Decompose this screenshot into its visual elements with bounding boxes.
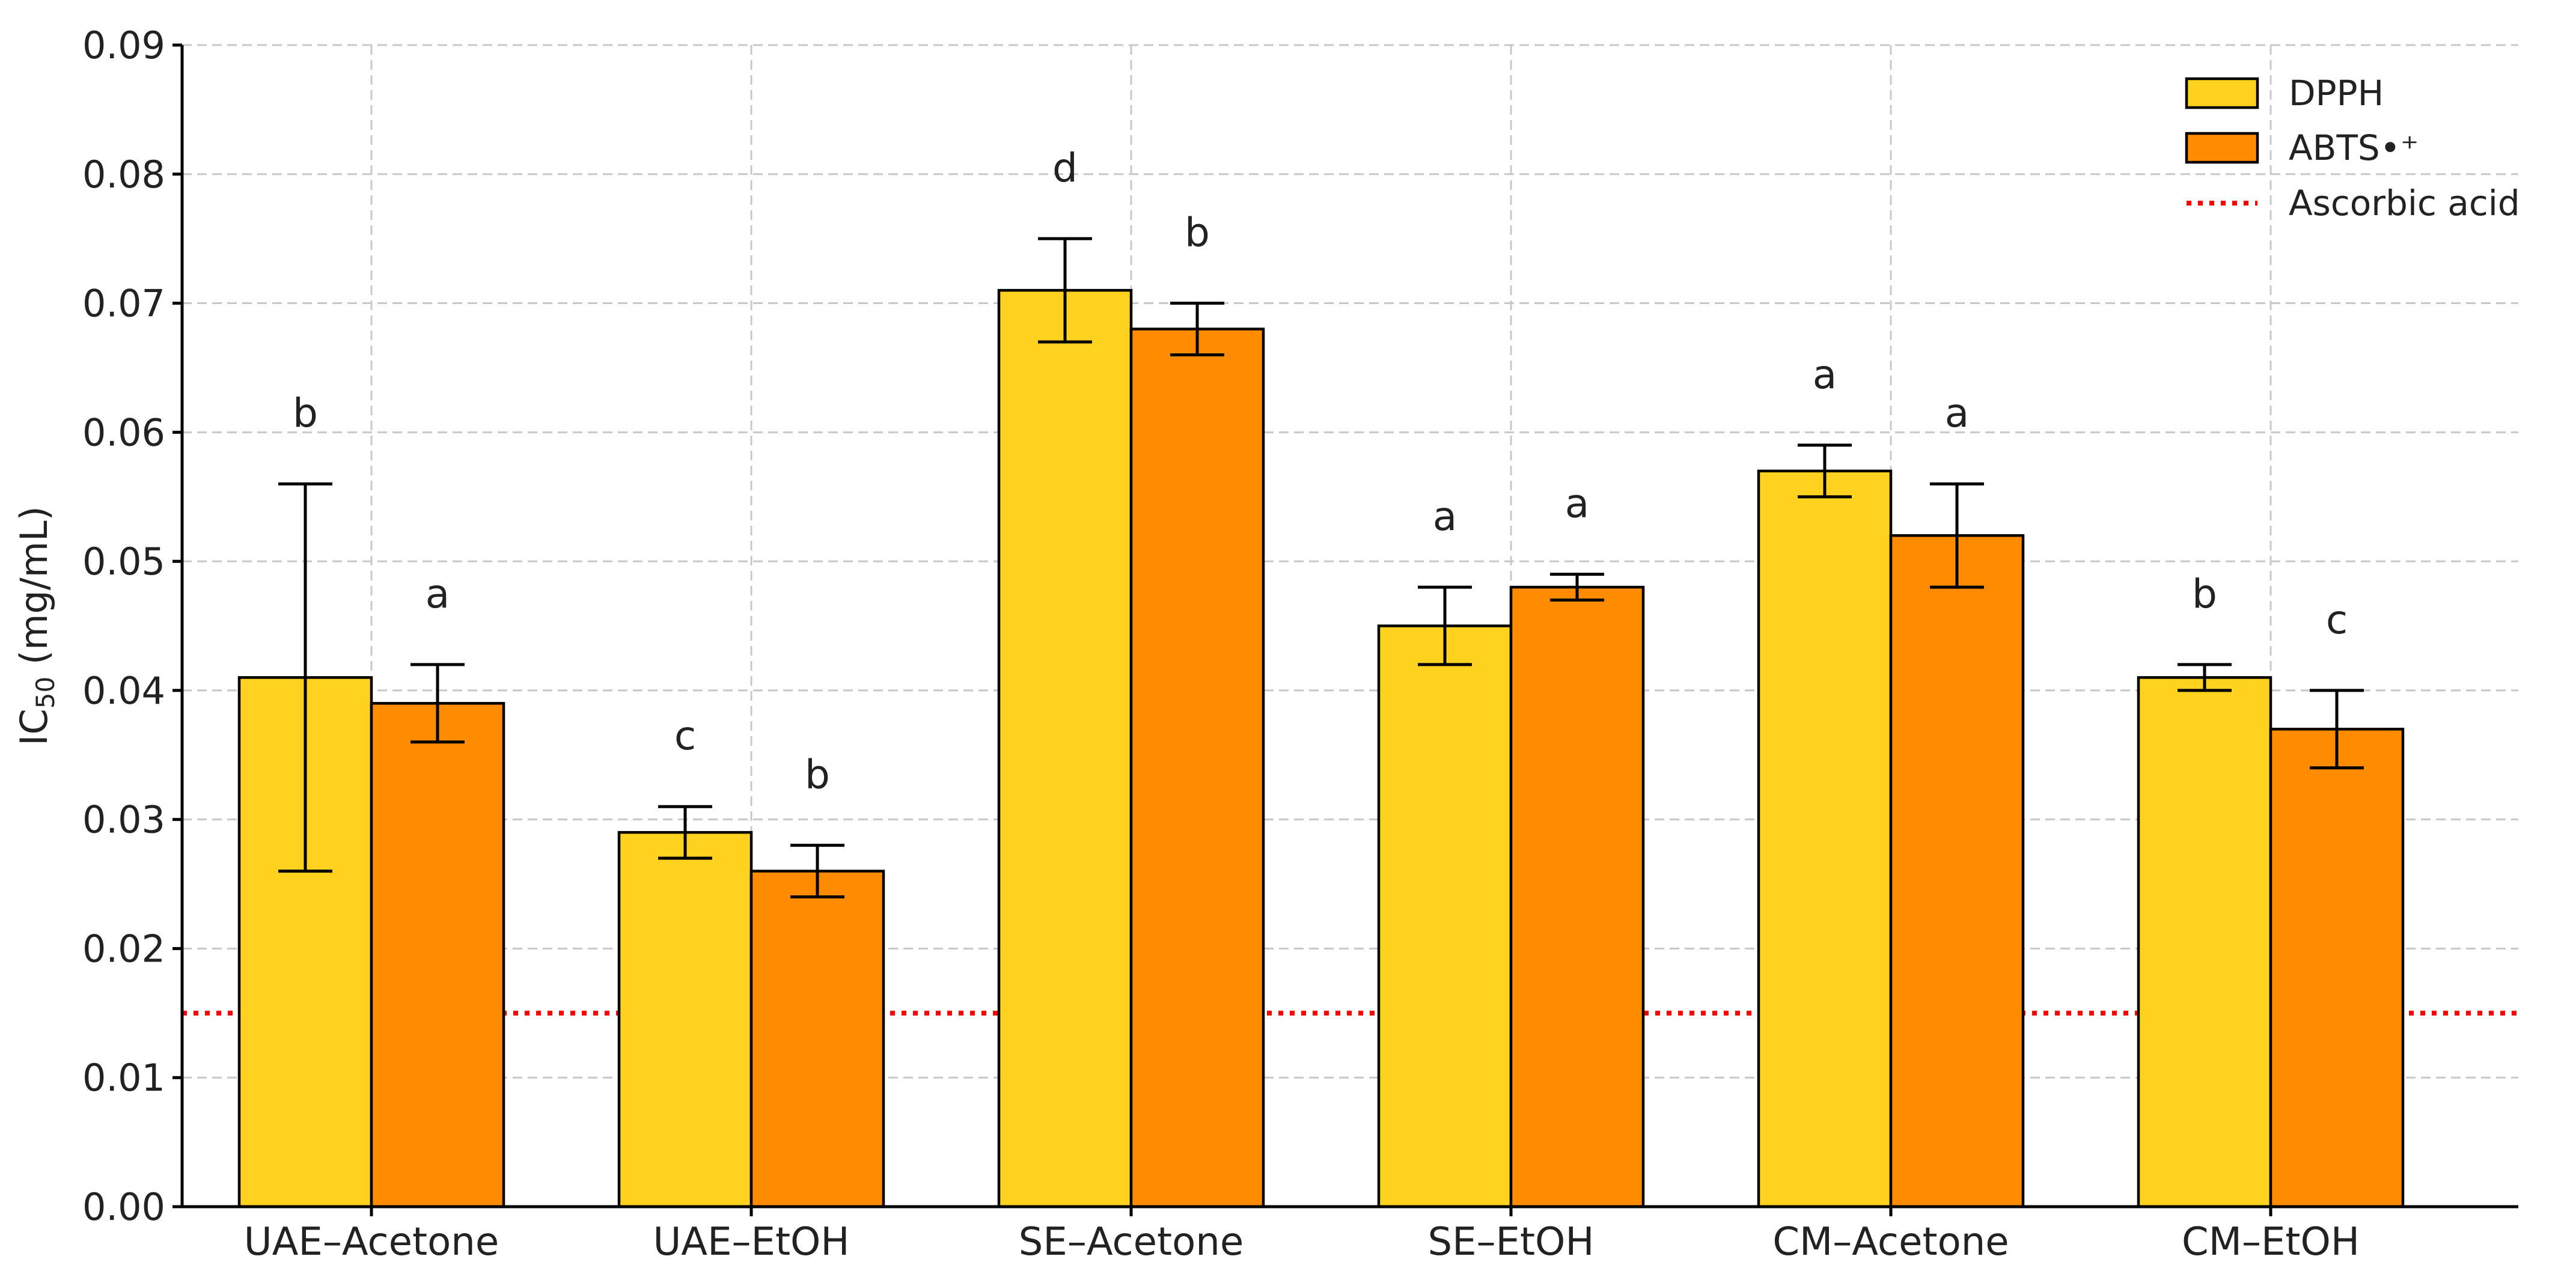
significance-letter: b xyxy=(1185,210,1210,256)
bar-dpph xyxy=(617,830,753,1208)
x-tick-label: CM–Acetone xyxy=(1772,1220,2009,1264)
y-tick-label: 0.00 xyxy=(82,1185,165,1229)
significance-letter: b xyxy=(293,390,318,436)
bar-dpph xyxy=(1377,624,1513,1208)
bar-abts xyxy=(1889,534,2025,1208)
significance-letter: c xyxy=(674,713,696,759)
y-tick-label: 0.05 xyxy=(82,540,165,584)
bar-dpph xyxy=(2137,676,2272,1208)
y-tick-label: 0.07 xyxy=(82,282,165,326)
bar-abts xyxy=(1129,328,1265,1208)
x-tick-label: UAE–Acetone xyxy=(244,1220,499,1264)
significance-letter: d xyxy=(1052,145,1078,191)
y-tick-label: 0.04 xyxy=(82,669,165,713)
y-tick-label: 0.02 xyxy=(82,927,165,971)
significance-letter: c xyxy=(2326,597,2348,643)
legend-label-dpph: DPPH xyxy=(2289,73,2384,114)
bars xyxy=(237,288,2405,1208)
y-tick-label: 0.03 xyxy=(82,798,165,842)
significance-letter: a xyxy=(1813,352,1837,398)
bar-dpph xyxy=(1757,469,1893,1208)
bar-abts xyxy=(370,702,505,1208)
significance-letter: a xyxy=(1433,493,1457,540)
y-axis-title-subscript: 50 xyxy=(31,677,60,709)
significance-letter: a xyxy=(1945,390,1969,436)
y-tick-label: 0.01 xyxy=(82,1056,165,1100)
x-tick-label: CM–EtOH xyxy=(2182,1220,2360,1264)
legend-label-ascorbic-acid: Ascorbic acid xyxy=(2289,183,2520,224)
legend-swatch-abts xyxy=(2185,132,2259,164)
axes xyxy=(172,43,2518,1216)
legend-label-abts: ABTS•⁺ xyxy=(2289,127,2419,168)
significance-letter: a xyxy=(426,571,450,617)
labels: 0.00 0.01 0.02 0.03 0.04 0.05 0.06 0.07 0.08 0.09… xyxy=(12,23,2360,1264)
bar-dpph xyxy=(997,288,1133,1208)
y-tick-label: 0.06 xyxy=(82,410,165,454)
y-tick-label: 0.08 xyxy=(82,153,165,197)
y-tick-label: 0.09 xyxy=(82,23,165,67)
significance-letter: b xyxy=(2192,571,2217,617)
x-tick-label: SE–EtOH xyxy=(1427,1220,1594,1264)
significance-letter: b xyxy=(805,752,830,798)
bar-abts xyxy=(749,870,885,1208)
x-tick-label: SE–Acetone xyxy=(1019,1220,1244,1264)
significance-letter: a xyxy=(1565,481,1589,527)
bar-abts xyxy=(2269,728,2405,1208)
y-axis-title-unit: (mg/mL) xyxy=(12,506,56,677)
x-tick-label: UAE–EtOH xyxy=(653,1220,849,1264)
legend: DPPH ABTS•⁺ Ascorbic acid xyxy=(2185,73,2520,224)
bar-abts xyxy=(1509,585,1645,1208)
y-axis-title: IC50 (mg/mL) xyxy=(12,506,60,746)
legend-swatch-dpph xyxy=(2185,77,2259,109)
y-axis-title-main: IC xyxy=(12,709,56,746)
error-bars xyxy=(278,237,2364,899)
